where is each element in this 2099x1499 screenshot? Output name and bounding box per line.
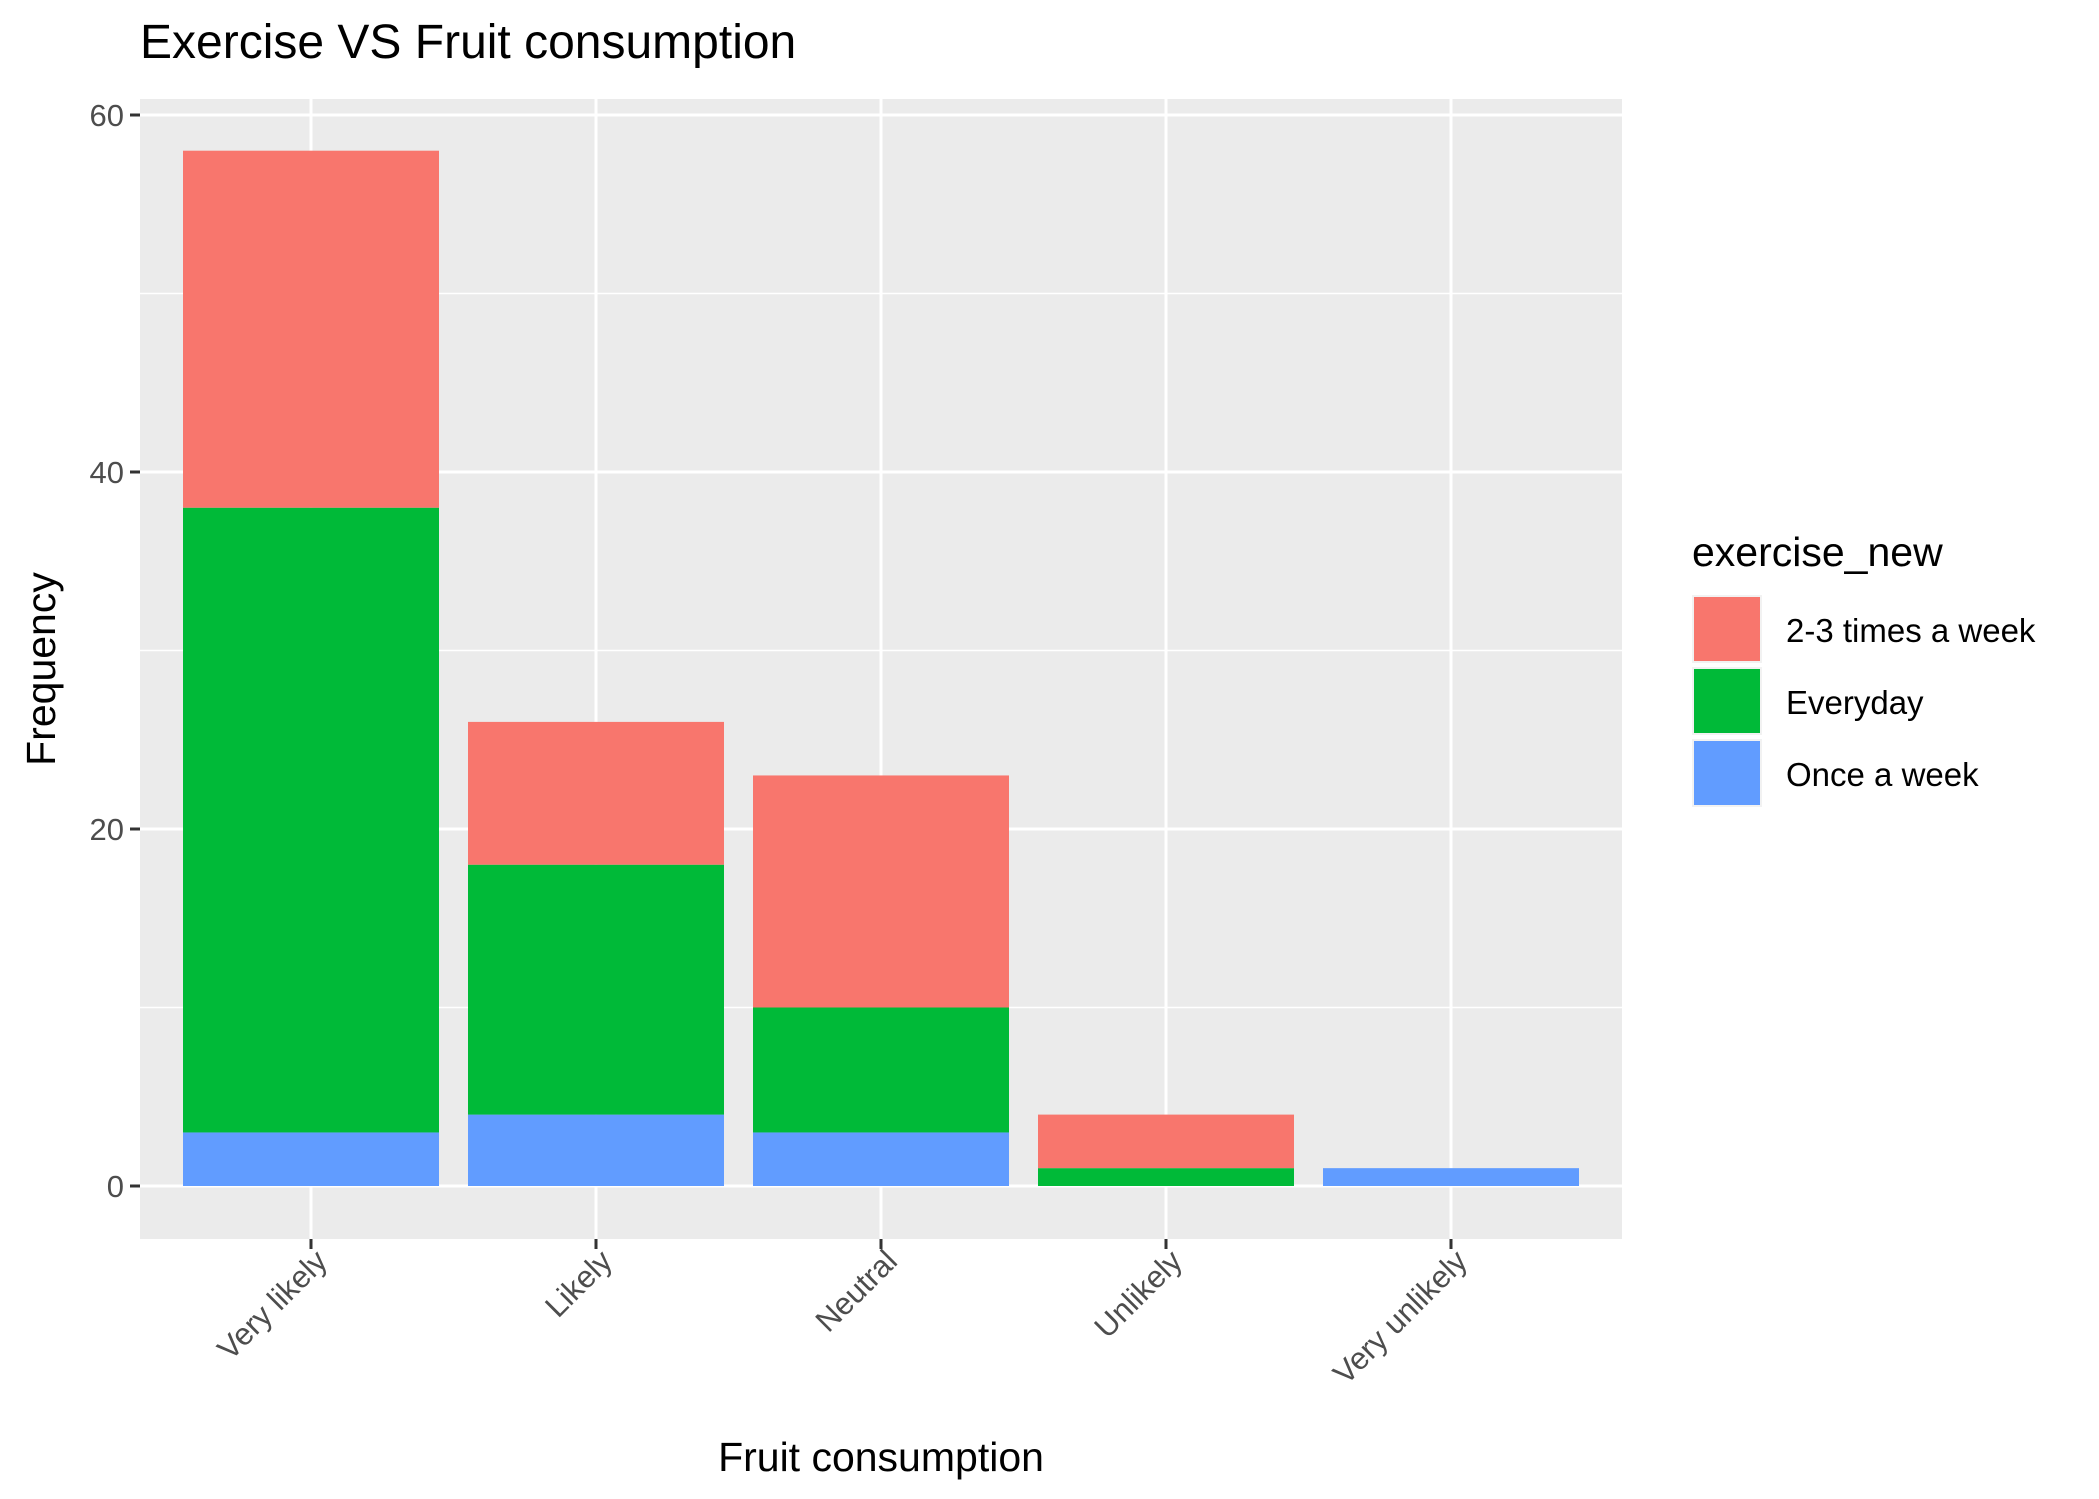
bar-segment-once-a-week <box>1323 1168 1579 1186</box>
legend-label: Everyday <box>1786 684 1924 721</box>
legend-title: exercise_new <box>1692 529 1943 575</box>
bar-segment-everyday <box>1038 1168 1294 1186</box>
y-tick-label: 60 <box>90 98 124 133</box>
bar-segment-everyday <box>753 1007 1009 1133</box>
x-tick-label: Very likely <box>211 1243 335 1367</box>
x-tick-label: Likely <box>538 1243 619 1324</box>
y-tick-label: 20 <box>90 812 124 847</box>
y-axis-title: Frequency <box>18 572 64 766</box>
bars <box>183 150 1579 1186</box>
legend-swatch <box>1694 597 1760 661</box>
bar-segment-2-3-times-a-week <box>183 150 439 508</box>
legend-label: Once a week <box>1786 756 1979 793</box>
bar-segment-everyday <box>183 507 439 1133</box>
x-tick-label: Very unlikely <box>1326 1243 1474 1391</box>
legend: exercise_new 2-3 times a week Everyday Onc… <box>1692 529 2036 807</box>
bar-segment-everyday <box>468 864 724 1115</box>
bar-segment-once-a-week <box>468 1114 724 1186</box>
bar-segment-once-a-week <box>183 1132 439 1186</box>
y-tick-label: 40 <box>90 455 124 490</box>
bar-segment-2-3-times-a-week <box>1038 1114 1294 1169</box>
x-tick-label: Unlikely <box>1087 1243 1189 1345</box>
legend-label: 2-3 times a week <box>1786 612 2036 649</box>
legend-swatch <box>1694 669 1760 733</box>
chart-title: Exercise VS Fruit consumption <box>140 16 796 69</box>
bar-segment-2-3-times-a-week <box>468 721 724 865</box>
x-axis-title: Fruit consumption <box>718 1434 1044 1480</box>
y-tick-label: 0 <box>107 1169 124 1204</box>
bar-segment-2-3-times-a-week <box>753 775 1009 1008</box>
bar-segment-once-a-week <box>753 1132 1009 1186</box>
x-tick-label: Neutral <box>809 1243 904 1338</box>
legend-swatch <box>1694 741 1760 805</box>
